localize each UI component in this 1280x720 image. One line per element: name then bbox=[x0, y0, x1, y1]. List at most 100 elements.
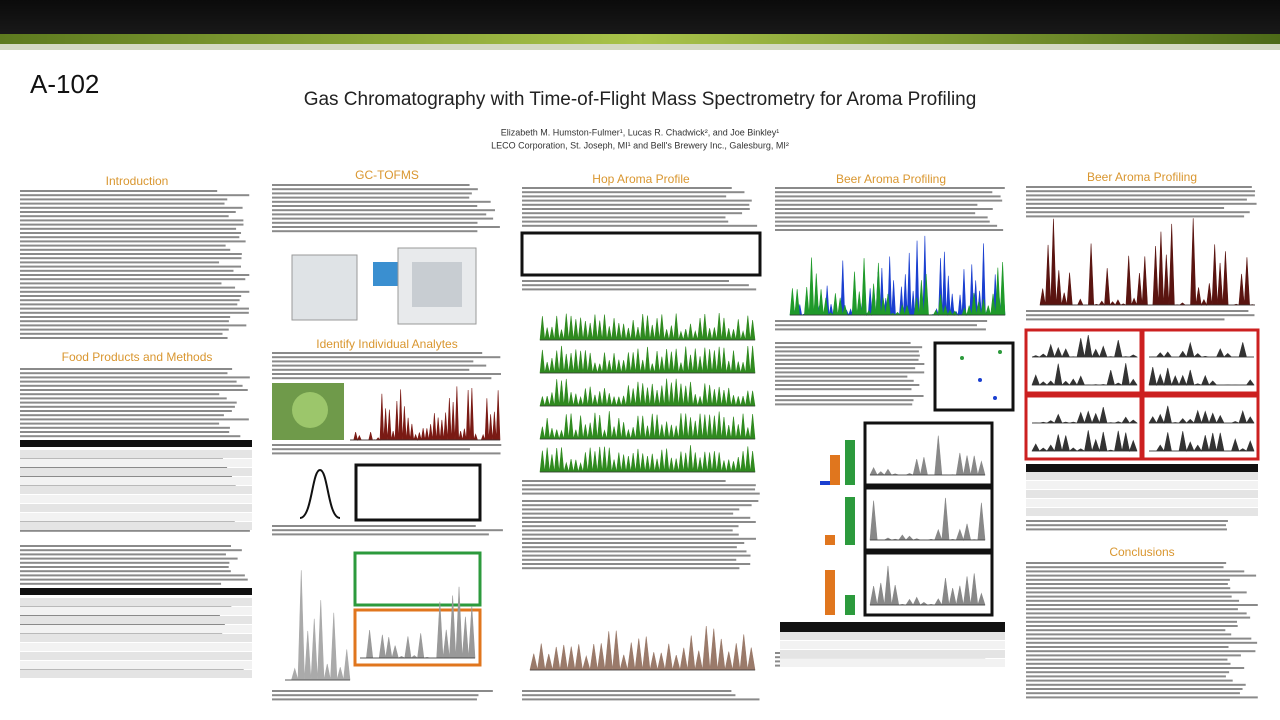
figure-box bbox=[863, 486, 994, 552]
text-line bbox=[20, 311, 249, 314]
text-line bbox=[1026, 318, 1225, 321]
bar bbox=[845, 440, 855, 485]
text-line bbox=[20, 578, 248, 581]
chromatogram bbox=[1031, 335, 1139, 358]
text-line bbox=[522, 492, 760, 495]
text-line bbox=[522, 698, 760, 701]
text-line bbox=[775, 195, 1001, 198]
chromatogram bbox=[539, 313, 756, 341]
text-line bbox=[272, 230, 478, 233]
table-row bbox=[1026, 499, 1258, 507]
text-line bbox=[272, 364, 487, 367]
text-line bbox=[775, 224, 998, 227]
chromatogram bbox=[1031, 430, 1138, 453]
table-row bbox=[1026, 508, 1258, 516]
text-line bbox=[522, 284, 749, 287]
text-line bbox=[775, 220, 990, 223]
text-line bbox=[1026, 186, 1252, 188]
text-line bbox=[20, 384, 243, 387]
text-line bbox=[1026, 654, 1241, 657]
text-line bbox=[1026, 587, 1231, 590]
text-line bbox=[775, 384, 920, 386]
table-row bbox=[1026, 490, 1258, 498]
highlight-box bbox=[353, 608, 482, 667]
text-line bbox=[20, 299, 240, 302]
text-line bbox=[1026, 570, 1245, 573]
text-line bbox=[20, 553, 226, 556]
text-line bbox=[775, 208, 993, 210]
table-row bbox=[20, 625, 252, 633]
pca-box bbox=[933, 341, 1015, 412]
text-line bbox=[20, 295, 242, 297]
text-line bbox=[522, 488, 756, 491]
text-line bbox=[20, 393, 220, 396]
text-line bbox=[1026, 616, 1251, 619]
text-line bbox=[775, 191, 993, 194]
table-row bbox=[1026, 472, 1258, 480]
text-line bbox=[1026, 629, 1226, 632]
autosampler bbox=[291, 254, 358, 321]
figure-box bbox=[354, 463, 482, 522]
text-line bbox=[272, 533, 489, 536]
table-row bbox=[20, 459, 252, 467]
bar bbox=[825, 570, 835, 615]
text-line bbox=[522, 187, 732, 189]
section-heading: Hop Aroma Profile bbox=[592, 172, 690, 186]
table-row bbox=[20, 495, 252, 503]
text-line bbox=[272, 373, 501, 375]
text-line bbox=[522, 195, 727, 198]
text-line bbox=[20, 223, 244, 226]
authors: Elizabeth M. Humston-Fulmer¹, Lucas R. C… bbox=[501, 127, 780, 137]
text-line bbox=[272, 368, 470, 371]
text-line bbox=[20, 582, 222, 585]
table-row bbox=[20, 670, 252, 678]
chromatogram bbox=[285, 570, 351, 681]
chromatogram bbox=[539, 345, 756, 374]
text-line bbox=[1026, 671, 1230, 674]
text-line bbox=[1026, 562, 1227, 564]
text-line bbox=[775, 342, 911, 344]
text-line bbox=[1026, 679, 1233, 682]
text-line bbox=[20, 211, 236, 213]
chromatogram bbox=[1039, 218, 1256, 307]
text-line bbox=[20, 566, 229, 568]
text-line bbox=[1026, 310, 1249, 312]
table-header bbox=[20, 588, 252, 595]
text-line bbox=[272, 377, 492, 380]
text-line bbox=[20, 435, 241, 438]
text-line bbox=[20, 418, 249, 421]
text-line bbox=[775, 363, 925, 365]
chromatogram bbox=[539, 411, 756, 441]
text-line bbox=[272, 209, 495, 212]
chromatogram bbox=[789, 257, 1006, 317]
bar bbox=[820, 481, 830, 485]
text-line bbox=[1026, 604, 1258, 606]
text-line bbox=[272, 192, 472, 195]
text-line bbox=[522, 533, 739, 536]
text-line bbox=[522, 288, 757, 291]
text-line bbox=[1026, 667, 1245, 669]
text-line bbox=[1026, 650, 1256, 653]
text-line bbox=[1026, 198, 1247, 201]
table-row bbox=[20, 652, 252, 660]
chromatogram bbox=[869, 497, 986, 542]
bar bbox=[845, 497, 855, 545]
text-line bbox=[522, 690, 732, 692]
highlight-box bbox=[353, 551, 482, 607]
text-line bbox=[20, 248, 231, 251]
peak-diagram bbox=[299, 468, 341, 519]
text-line bbox=[1026, 633, 1232, 636]
text-line bbox=[20, 574, 245, 577]
table-row bbox=[20, 486, 252, 494]
text-line bbox=[20, 215, 229, 218]
red-box bbox=[1141, 394, 1260, 461]
text-line bbox=[1026, 215, 1245, 218]
chromatogram bbox=[1031, 407, 1138, 424]
text-line bbox=[775, 216, 988, 219]
green-stripe bbox=[0, 34, 1280, 46]
text-line bbox=[522, 203, 750, 206]
table-row bbox=[20, 616, 252, 624]
table-header bbox=[1026, 464, 1258, 472]
text-line bbox=[20, 529, 250, 532]
table-row bbox=[20, 477, 252, 485]
